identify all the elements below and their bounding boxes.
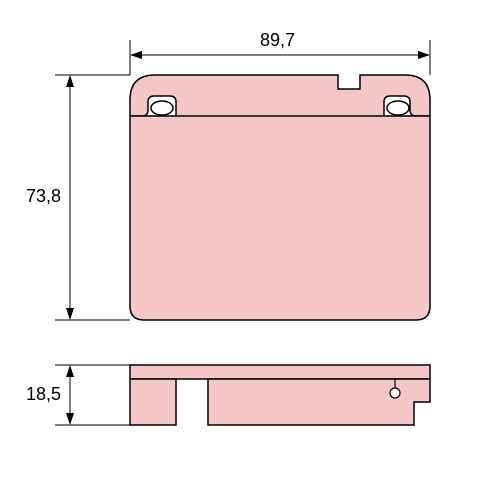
side-view bbox=[130, 365, 430, 425]
dim-width-label: 89,7 bbox=[260, 30, 295, 51]
dim-thickness-label: 18,5 bbox=[26, 384, 61, 405]
technical-drawing: 89,7 73,8 18,5 bbox=[0, 0, 500, 500]
dim-height bbox=[55, 75, 130, 320]
backing-plate bbox=[130, 365, 430, 379]
dim-height-label: 73,8 bbox=[26, 186, 61, 207]
right-ear-hole bbox=[387, 101, 409, 115]
drawing-svg bbox=[0, 0, 500, 500]
pad-outline bbox=[130, 75, 430, 120]
pin-icon bbox=[390, 388, 400, 398]
left-ear-hole bbox=[151, 101, 173, 115]
dim-thickness bbox=[55, 365, 130, 425]
friction-right bbox=[208, 379, 430, 425]
friction-left bbox=[130, 379, 176, 425]
pad-body bbox=[130, 116, 430, 320]
front-view bbox=[130, 75, 430, 320]
